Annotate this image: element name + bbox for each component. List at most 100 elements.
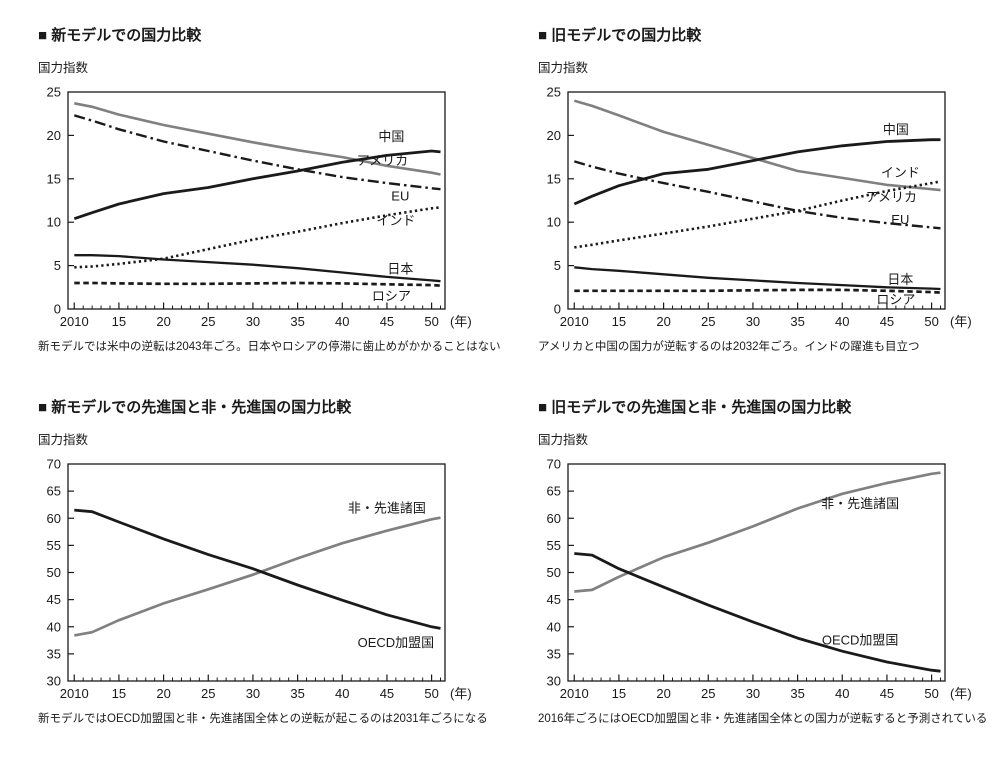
chart-caption: 新モデルでは米中の逆転は2043年ごろ。日本やロシアの停滞に歯止めがかかることは… [38,341,501,353]
y-tick-label: 15 [547,171,561,186]
series-line [574,266,941,291]
panel-new-model-countries: ■ 新モデルでの国力比較 国力指数 0 5 10 15 20 25 2010 15 20 25 30… [38,27,506,355]
plot-border [67,91,446,310]
x-axis-unit-label: (年) [450,314,472,329]
line-chart-new-model-oecd: 30 35 40 45 50 55 60 65 70 2010 15 20 25 30 35 40 45 50 (年… [47,457,472,702]
x-tick-label: 15 [612,314,626,329]
x-axis-unit-label: (年) [950,314,972,329]
x-tick-label: 2010 [560,314,589,329]
panel-old-model-oecd: ■ 旧モデルでの先進国と非・先進国の国力比較 国力指数 30 35 40 45 50 55… [538,399,1000,727]
x-tick-label: 25 [701,686,715,701]
x-axis-unit-label: (年) [450,686,472,701]
series-label: 中国 [378,129,404,144]
y-tick-label: 40 [547,619,561,634]
x-tick-label: 20 [156,686,170,701]
series-line [73,149,441,221]
x-tick-label: 40 [335,686,349,701]
y-axis-label: 国力指数 [538,61,589,75]
x-axis-unit-label: (年) [950,686,972,701]
x-tick-label: 45 [880,314,894,329]
series-line [74,516,441,637]
series-line [574,471,941,593]
y-tick-label: 70 [47,457,61,472]
x-tick-label: 15 [612,686,626,701]
series-line [74,102,441,176]
line-chart-old-model-oecd: 30 35 40 45 50 55 60 65 70 2010 15 20 25 30 35 40 45 50 (年… [547,457,972,702]
y-tick-label: 25 [47,85,61,100]
x-tick-label: 15 [112,686,126,701]
y-tick-label: 0 [554,302,561,317]
x-tick-label: 30 [246,686,260,701]
x-tick-label: 35 [790,686,804,701]
x-tick-label: 40 [835,314,849,329]
y-tick-label: 65 [47,484,61,499]
x-tick-label: 2010 [60,686,89,701]
y-tick-label: 60 [47,511,61,526]
x-tick-label: 25 [701,314,715,329]
series-line [73,114,441,191]
x-tick-label: 50 [924,686,938,701]
series-label: ロシア [876,292,915,307]
series-label: OECD加盟国 [358,635,435,650]
y-tick-label: 40 [47,619,61,634]
x-tick-label: 50 [424,314,438,329]
x-tick-label: 35 [790,314,804,329]
series-label: EU [391,189,409,204]
chart-title: ■ 旧モデルでの国力比較 [538,27,702,44]
series-line [74,254,441,283]
series-label: ロシア [372,288,411,303]
y-tick-label: 50 [547,565,561,580]
x-tick-label: 30 [246,314,260,329]
series-label: 非・先進諸国 [821,496,899,511]
x-tick-label: 30 [746,314,760,329]
y-tick-label: 45 [547,592,561,607]
series-line [573,160,941,230]
chart-title: ■ 旧モデルでの先進国と非・先進国の国力比較 [538,399,852,416]
plot-area: 30 35 40 45 50 55 60 65 70 2010 15 20 25 30 35 40 45 50 (年… [547,457,972,702]
x-tick-label: 40 [335,314,349,329]
series-line [574,552,941,673]
y-tick-label: 60 [547,511,561,526]
y-axis-label: 国力指数 [38,433,89,447]
y-tick-label: 45 [47,592,61,607]
series-label: アメリカ [866,190,917,205]
y-tick-label: 5 [54,258,61,273]
x-tick-label: 2010 [60,314,89,329]
y-tick-label: 15 [47,171,61,186]
y-tick-label: 65 [547,484,561,499]
panel-new-model-oecd: ■ 新モデルでの先進国と非・先進国の国力比較 国力指数 30 35 40 45 50 55… [38,399,506,727]
series-label: 日本 [887,272,913,287]
y-tick-label: 20 [547,128,561,143]
series-label: インド [376,213,415,228]
y-tick-label: 70 [547,457,561,472]
y-tick-label: 10 [547,215,561,230]
x-tick-label: 35 [290,686,304,701]
y-tick-label: 10 [47,215,61,230]
series-label: OECD加盟国 [822,632,899,647]
series-line [74,281,441,287]
x-tick-label: 45 [380,686,394,701]
y-tick-label: 20 [47,128,61,143]
y-tick-label: 35 [547,646,561,661]
x-tick-label: 25 [201,314,215,329]
series-label: 中国 [883,122,909,137]
x-tick-label: 15 [112,314,126,329]
series-label: EU [891,212,909,227]
panel-old-model-countries: ■ 旧モデルでの国力比較 国力指数 0 5 10 15 20 25 2010 15 20 25 30… [538,27,1000,355]
x-tick-label: 20 [656,314,670,329]
chart-title: ■ 新モデルでの国力比較 [38,27,202,44]
y-tick-label: 25 [547,85,561,100]
line-chart-old-model-countries: 0 5 10 15 20 25 2010 15 20 25 30 35 40 45 50 (年) アメリカ EU イ… [547,85,972,330]
x-tick-label: 30 [746,686,760,701]
y-axis-label: 国力指数 [38,61,89,75]
plot-border [567,91,946,310]
y-tick-label: 55 [547,538,561,553]
x-tick-label: 50 [424,686,438,701]
y-tick-label: 0 [54,302,61,317]
plot-area: 30 35 40 45 50 55 60 65 70 2010 15 20 25 30 35 40 45 50 (年… [47,457,472,702]
x-tick-label: 25 [201,686,215,701]
x-tick-label: 20 [656,686,670,701]
